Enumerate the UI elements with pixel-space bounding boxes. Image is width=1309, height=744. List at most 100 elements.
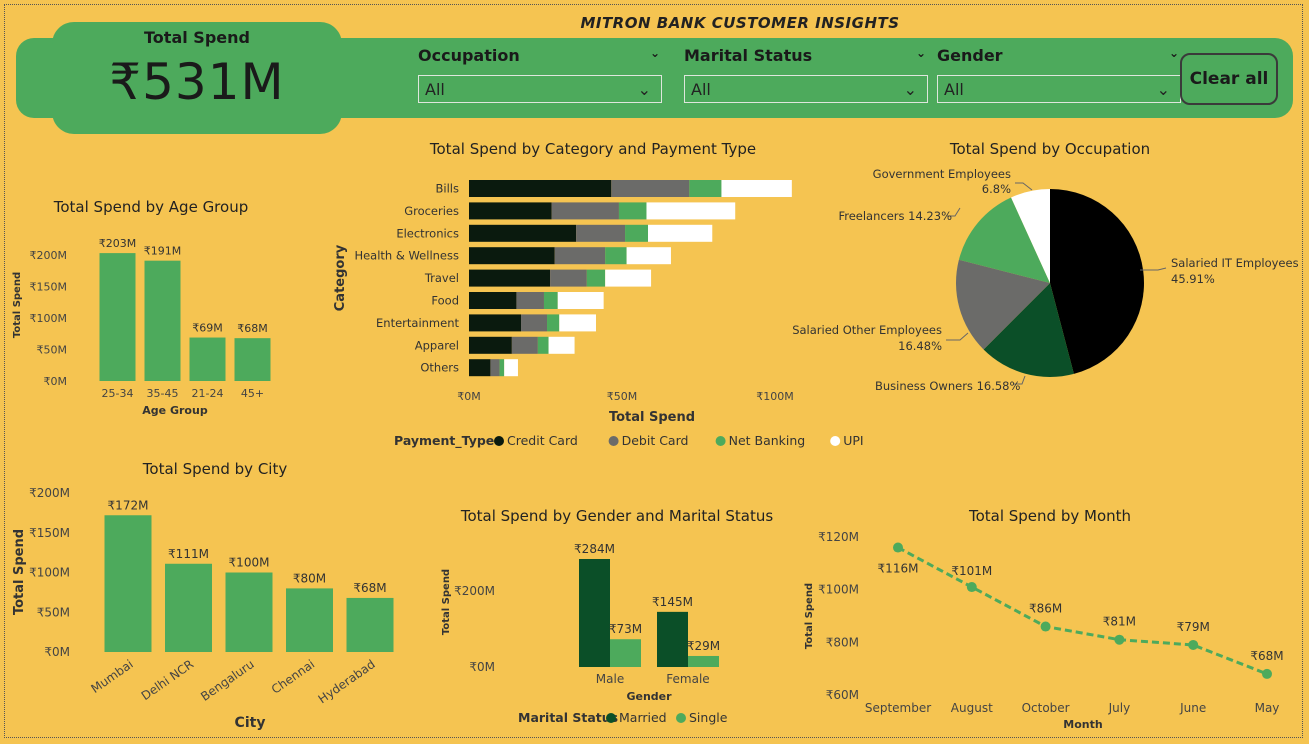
- legend-title: Marital Status: [518, 710, 618, 725]
- bar: [144, 260, 181, 381]
- data-label: ₹79M: [1177, 620, 1210, 634]
- y-tick-label: ₹200M: [454, 584, 495, 598]
- slicer-marital-status-value: All: [691, 80, 711, 99]
- bar-segment: [543, 292, 558, 309]
- x-tick-label: July: [1108, 701, 1131, 715]
- x-tick-label: Female: [666, 672, 709, 686]
- leader-line: [947, 207, 961, 217]
- bar-segment: [469, 180, 612, 197]
- y-tick-label: ₹200M: [29, 486, 70, 500]
- bar-segment: [551, 202, 619, 220]
- data-label: ₹29M: [687, 639, 720, 653]
- slice-label: Government Employees: [873, 167, 1011, 181]
- bar-segment: [516, 292, 544, 309]
- data-label: ₹69M: [192, 322, 223, 335]
- data-point: [1188, 639, 1199, 650]
- bar-segment: [469, 224, 577, 242]
- slice-label: Salaried IT Employees: [1171, 256, 1299, 270]
- slicer-occupation: Occupation ⌄ All ⌄: [418, 46, 662, 103]
- category-label: Food: [431, 294, 459, 308]
- y-axis-label: Total Spend: [12, 529, 27, 615]
- legend-marker: [606, 713, 616, 723]
- y-tick-label: ₹0M: [44, 375, 68, 388]
- bar-segment: [521, 314, 548, 332]
- y-tick-label: ₹150M: [30, 281, 68, 294]
- x-tick-label: 35-45: [147, 387, 179, 400]
- slice-value: 16.48%: [898, 339, 942, 353]
- bar-segment: [554, 247, 606, 265]
- bar-segment: [586, 269, 606, 287]
- pie-slice: [955, 259, 1050, 350]
- x-tick-label: October: [1022, 701, 1070, 715]
- leader-line: [946, 332, 969, 341]
- x-tick-label: Mumbai: [88, 657, 135, 696]
- data-label: ₹100M: [229, 556, 270, 570]
- data-point: [893, 542, 903, 553]
- pie-slice: [1011, 189, 1050, 283]
- data-label: ₹116M: [878, 562, 919, 576]
- x-tick-label: 21-24: [192, 387, 224, 400]
- bar: [99, 253, 136, 381]
- bar-segment: [605, 247, 627, 265]
- x-tick-label: 25-34: [102, 387, 134, 400]
- x-tick-label: 45+: [241, 387, 264, 400]
- bar-segment: [504, 359, 518, 377]
- bar-segment: [469, 336, 512, 354]
- data-label: ₹68M: [353, 581, 386, 595]
- legend-item: Married: [619, 710, 667, 725]
- data-label: ₹68M: [1250, 649, 1283, 663]
- dashboard-frame: [4, 4, 1303, 738]
- chart-title: Total Spend by Category and Payment Type: [429, 140, 756, 158]
- slicer-marital-status-dropdown[interactable]: All ⌄: [684, 75, 928, 103]
- y-tick-label: ₹0M: [469, 660, 495, 674]
- category-label: Health & Wellness: [354, 249, 459, 263]
- bar-segment: [611, 180, 690, 197]
- legend-title: Payment_Type: [394, 433, 494, 449]
- x-axis-label: Gender: [626, 690, 672, 703]
- bar: [104, 515, 152, 652]
- bar-segment: [511, 336, 538, 354]
- x-tick-label: Male: [596, 672, 624, 686]
- chevron-down-icon[interactable]: ⌄: [915, 46, 926, 60]
- bar-segment: [547, 314, 560, 332]
- x-tick-label: August: [951, 701, 993, 715]
- chart-title: Total Spend by Age Group: [53, 198, 248, 216]
- chevron-down-icon[interactable]: ⌄: [1168, 46, 1179, 60]
- legend-marker: [830, 436, 841, 446]
- category-label: Bills: [436, 182, 459, 196]
- chevron-down-icon[interactable]: ⌄: [649, 46, 660, 60]
- x-tick-label: ₹0M: [457, 390, 481, 403]
- slicer-occupation-dropdown[interactable]: All ⌄: [418, 75, 662, 103]
- slice-value: 6.8%: [982, 182, 1011, 196]
- pie-slice: [1050, 189, 1145, 374]
- bar-segment: [469, 269, 551, 287]
- category-label: Electronics: [396, 226, 459, 240]
- pie-slice: [958, 197, 1050, 283]
- bar-segment: [490, 359, 500, 377]
- legend-item: Credit Card: [507, 433, 578, 448]
- data-label: ₹172M: [108, 498, 149, 512]
- chevron-down-icon: ⌄: [1156, 80, 1170, 99]
- x-tick-label: Chennai: [269, 657, 317, 697]
- data-label: ₹145M: [652, 595, 693, 609]
- bar-segment: [469, 359, 491, 377]
- bar-segment: [626, 247, 671, 265]
- bar: [657, 611, 688, 667]
- bar: [286, 588, 333, 652]
- data-point: [1040, 621, 1051, 632]
- y-axis-label: Total Spend: [12, 272, 23, 338]
- data-label: ₹80M: [293, 571, 326, 585]
- bar-segment: [618, 202, 647, 220]
- y-tick-label: ₹50M: [37, 344, 68, 357]
- chart-title: Total Spend by City: [142, 460, 288, 478]
- kpi-label: Total Spend: [144, 28, 250, 47]
- bar-segment: [559, 314, 596, 332]
- bar-segment: [625, 224, 649, 242]
- bar-segment: [469, 292, 517, 309]
- data-label: ₹284M: [574, 542, 615, 556]
- chevron-down-icon: ⌄: [903, 80, 917, 99]
- x-tick-label: September: [865, 701, 931, 715]
- y-axis-label: Total Spend: [441, 569, 452, 635]
- clear-all-button[interactable]: Clear all: [1180, 53, 1278, 105]
- category-label: Others: [420, 361, 459, 375]
